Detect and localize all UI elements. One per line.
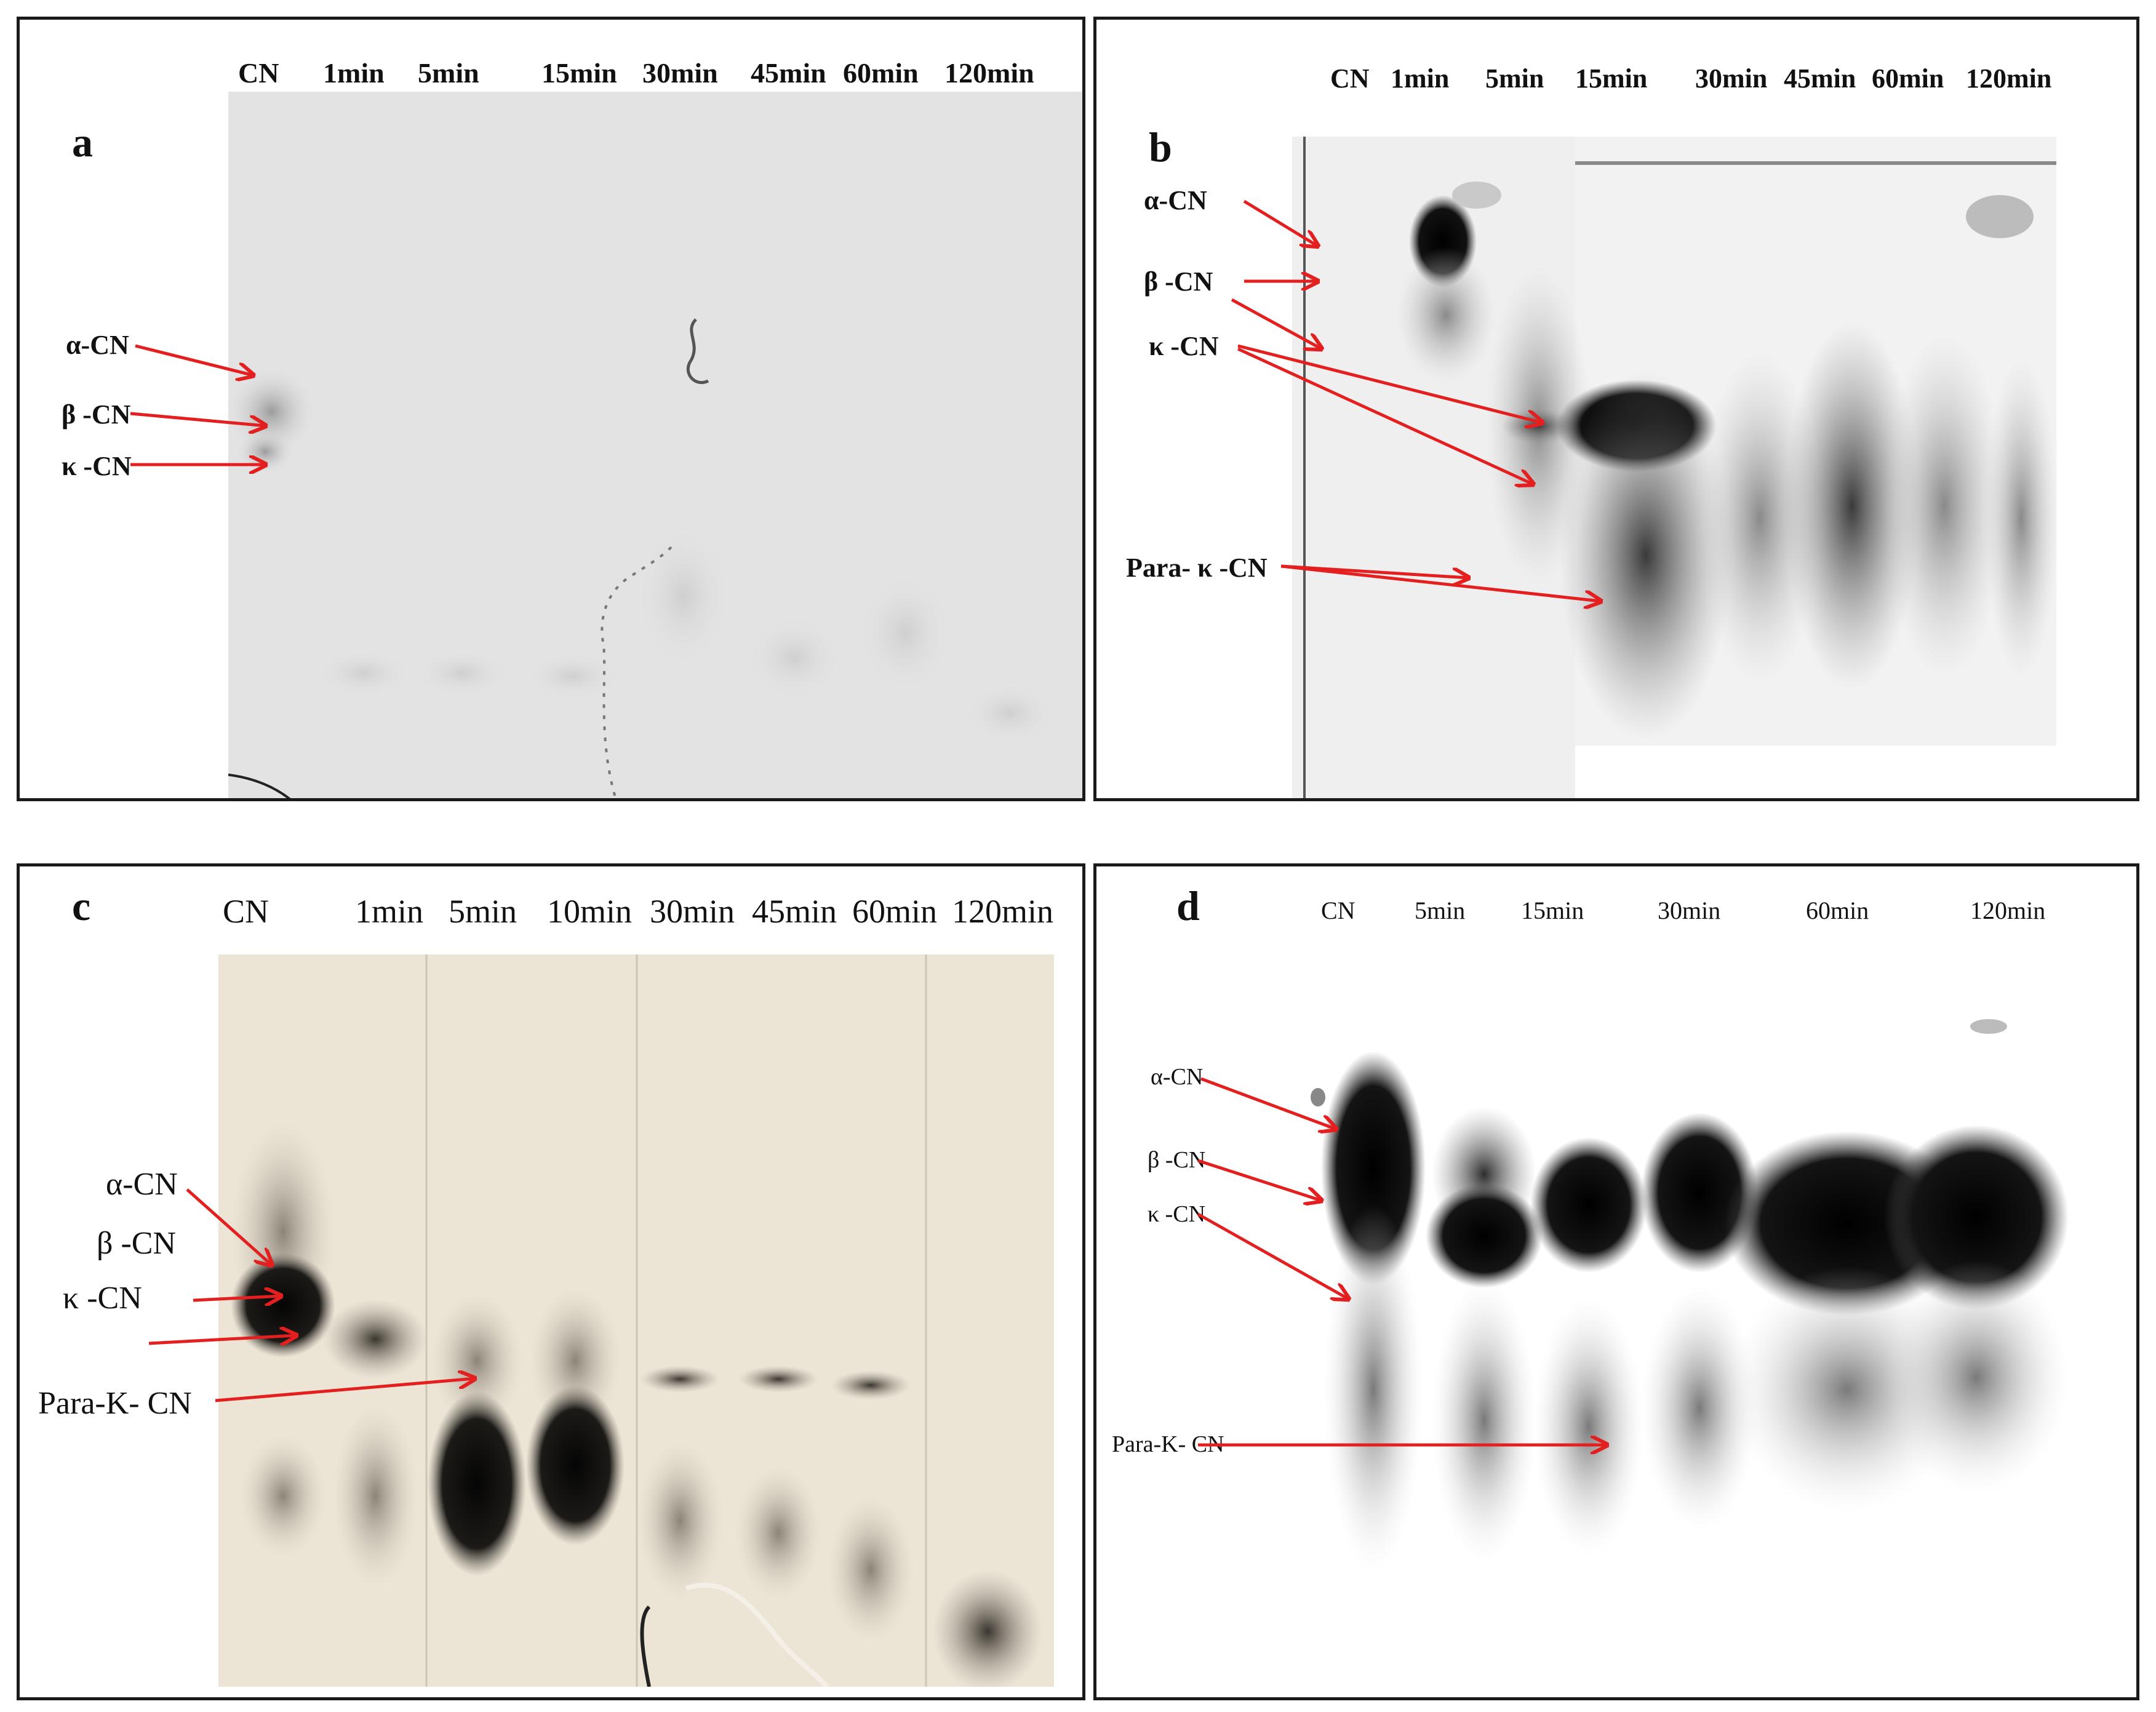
lane-label-c-6: 60min <box>852 893 938 930</box>
band-label-b-kappa: κ -CN <box>1149 331 1219 361</box>
lane-label-c-0: CN <box>223 893 270 930</box>
lane-label-b-3: 15min <box>1575 63 1648 94</box>
lane-label-b-4: 30min <box>1695 63 1768 94</box>
lane-label-c-7: 120min <box>952 893 1054 930</box>
band-label-d-beta: β -CN <box>1148 1147 1206 1173</box>
lane-label-a-7: 120min <box>944 57 1034 89</box>
lane-label-d-4: 60min <box>1806 897 1869 924</box>
lane-label-a-1: 1min <box>323 57 385 89</box>
gel-image-c <box>218 954 1054 1687</box>
lane-label-d-2: 15min <box>1521 897 1584 924</box>
band-label-d-para: Para-K- CN <box>1112 1431 1224 1457</box>
gel-image-b <box>1292 137 2056 798</box>
lane-label-b-2: 5min <box>1485 63 1544 94</box>
lane-label-d-1: 5min <box>1415 897 1466 924</box>
band-label-a-beta: β -CN <box>62 399 131 430</box>
lane-label-a-2: 5min <box>418 57 479 89</box>
lane-label-d-0: CN <box>1321 897 1355 924</box>
lane-label-d-3: 30min <box>1658 897 1721 924</box>
gel-image-a <box>228 92 1082 798</box>
panel-d: d CN 5min 15min 30min 60min 120min α-CN … <box>1093 863 2139 1700</box>
lane-label-c-5: 45min <box>752 893 837 930</box>
panel-b: b CN 1min 5min 15min 30min 45min 60min 1… <box>1093 17 2139 801</box>
lane-label-c-3: 10min <box>547 893 633 930</box>
lane-label-b-6: 60min <box>1872 63 1944 94</box>
band-label-b-alpha: α-CN <box>1144 185 1207 215</box>
band-label-c-para: Para-K- CN <box>38 1386 192 1421</box>
band-label-b-para: Para- κ -CN <box>1126 553 1268 583</box>
band-label-a-kappa: κ -CN <box>62 451 132 481</box>
lane-label-a-5: 45min <box>751 57 826 89</box>
band-label-c-alpha: α-CN <box>106 1167 178 1202</box>
band-label-a-alpha: α-CN <box>66 330 129 360</box>
lane-label-d-5: 120min <box>1970 897 2046 924</box>
panel-letter-a: a <box>72 119 93 166</box>
panel-a: a CN 1min 5min 15min 30min 45min 60min 1… <box>17 17 1085 801</box>
band-label-b-beta: β -CN <box>1144 266 1213 297</box>
lane-label-a-6: 60min <box>843 57 919 89</box>
band-label-c-beta: β -CN <box>97 1226 177 1261</box>
lane-label-b-5: 45min <box>1784 63 1856 94</box>
panel-letter-c: c <box>72 882 91 929</box>
band-label-c-kappa: κ -CN <box>63 1281 142 1316</box>
lane-label-a-0: CN <box>238 57 279 89</box>
lane-label-b-1: 1min <box>1391 63 1450 94</box>
panel-letter-b: b <box>1149 124 1172 170</box>
lane-label-c-1: 1min <box>355 893 424 930</box>
gel-image-d <box>1281 959 2106 1691</box>
panel-c: c CN 1min 5min 10min 30min 45min 60min 1… <box>17 863 1085 1700</box>
band-label-d-kappa: κ -CN <box>1148 1201 1206 1227</box>
lane-label-c-4: 30min <box>650 893 735 930</box>
lane-label-b-0: CN <box>1330 63 1370 94</box>
lane-label-a-3: 15min <box>541 57 617 89</box>
panel-letter-d: d <box>1176 882 1200 929</box>
lane-label-c-2: 5min <box>449 893 517 930</box>
band-label-d-alpha: α-CN <box>1151 1064 1204 1090</box>
lane-label-b-7: 120min <box>1966 63 2052 94</box>
lane-label-a-4: 30min <box>642 57 718 89</box>
